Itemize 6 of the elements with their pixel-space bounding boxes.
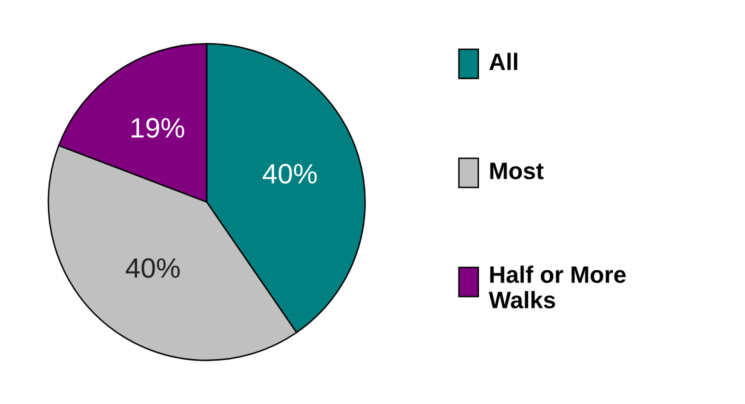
legend-label: All	[489, 52, 518, 70]
legend-label: Half or More Walks	[488, 266, 626, 308]
data-label: 19%	[132, 118, 184, 138]
data-label: 40%	[126, 258, 180, 278]
legend-label: Most	[490, 162, 544, 180]
data-label: 40%	[262, 164, 317, 184]
